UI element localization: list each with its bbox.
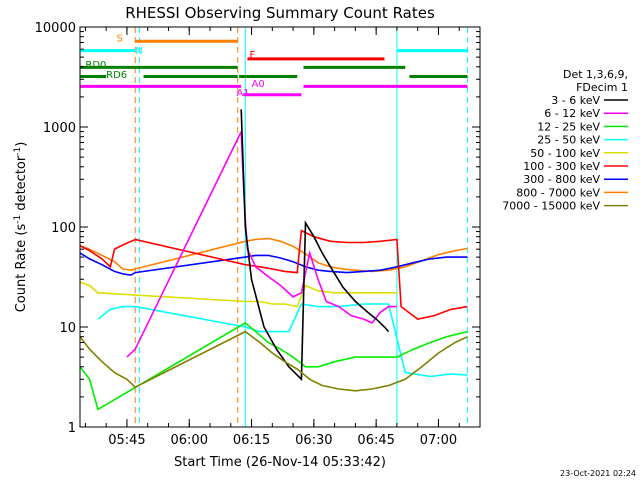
- legend-entry-label: 6 - 12 keV: [544, 107, 600, 120]
- x-axis-label: Start Time (26-Nov-14 05:33:42): [174, 455, 386, 470]
- annotation-label: N: [135, 46, 142, 57]
- state-bars: [80, 39, 468, 97]
- x-tick-label: 06:00: [171, 433, 208, 448]
- y-axis-label-main: Count Rate (s: [14, 224, 29, 313]
- legend-entry-label: 300 - 800 keV: [523, 173, 600, 186]
- annotation-label: A0: [252, 79, 265, 90]
- y-axis-label-mid: detector: [14, 155, 29, 215]
- series-line: [79, 321, 468, 411]
- chart-title: RHESSI Observing Summary Count Rates: [125, 4, 435, 22]
- x-tick-label: 06:30: [295, 433, 332, 448]
- series-line: [79, 281, 397, 308]
- series-line: [79, 252, 468, 276]
- annotation-label: F: [249, 50, 255, 61]
- series-group: [79, 109, 468, 411]
- series-line: [240, 109, 390, 382]
- footer-timestamp: 23-Oct-2021 02:24: [560, 469, 636, 478]
- annotation-label: A1: [236, 88, 249, 99]
- x-axis: 05:45 06:00 06:15 06:30 06:45 07:00: [84, 27, 460, 448]
- y-tick-label: 1: [68, 421, 76, 436]
- legend-entry-label: 50 - 100 keV: [530, 147, 600, 160]
- y-tick-label: 100: [51, 221, 76, 236]
- legend-header-1: Det 1,3,6,9,: [563, 68, 628, 81]
- y-tick-label: 10000: [35, 21, 76, 36]
- y-axis: 1 10 100 1000 10000: [35, 21, 480, 436]
- legend-header-2: FDecim 1: [576, 81, 628, 94]
- plot-area: [79, 27, 469, 427]
- annotation-label: RD6: [106, 70, 127, 81]
- y-axis-label-exp2: -1: [13, 147, 23, 156]
- legend-entry-label: 7000 - 15000 keV: [502, 200, 600, 213]
- y-tick-label: 1000: [43, 121, 76, 136]
- x-tick-label: 05:45: [108, 433, 145, 448]
- annotation-label: S: [117, 33, 123, 44]
- series-line: [79, 330, 468, 392]
- y-axis-label-exp1: -1: [13, 215, 23, 224]
- legend-entry-label: 800 - 7000 keV: [516, 186, 600, 199]
- x-tick-label: 06:15: [233, 433, 270, 448]
- x-tick-label: 07:00: [420, 433, 457, 448]
- legend-entry-label: 100 - 300 keV: [523, 160, 600, 173]
- y-axis-label: Count Rate (s-1 detector-1): [13, 142, 29, 313]
- legend-entry-label: 12 - 25 keV: [537, 120, 600, 133]
- legend-entry-label: 25 - 50 keV: [537, 134, 600, 147]
- annotation-label: RD0: [85, 60, 106, 71]
- legend-entry-label: 3 - 6 keV: [551, 94, 600, 107]
- x-tick-label: 06:45: [357, 433, 394, 448]
- series-line: [79, 229, 468, 320]
- y-axis-label-end: ): [14, 142, 29, 147]
- y-tick-label: 10: [59, 321, 76, 336]
